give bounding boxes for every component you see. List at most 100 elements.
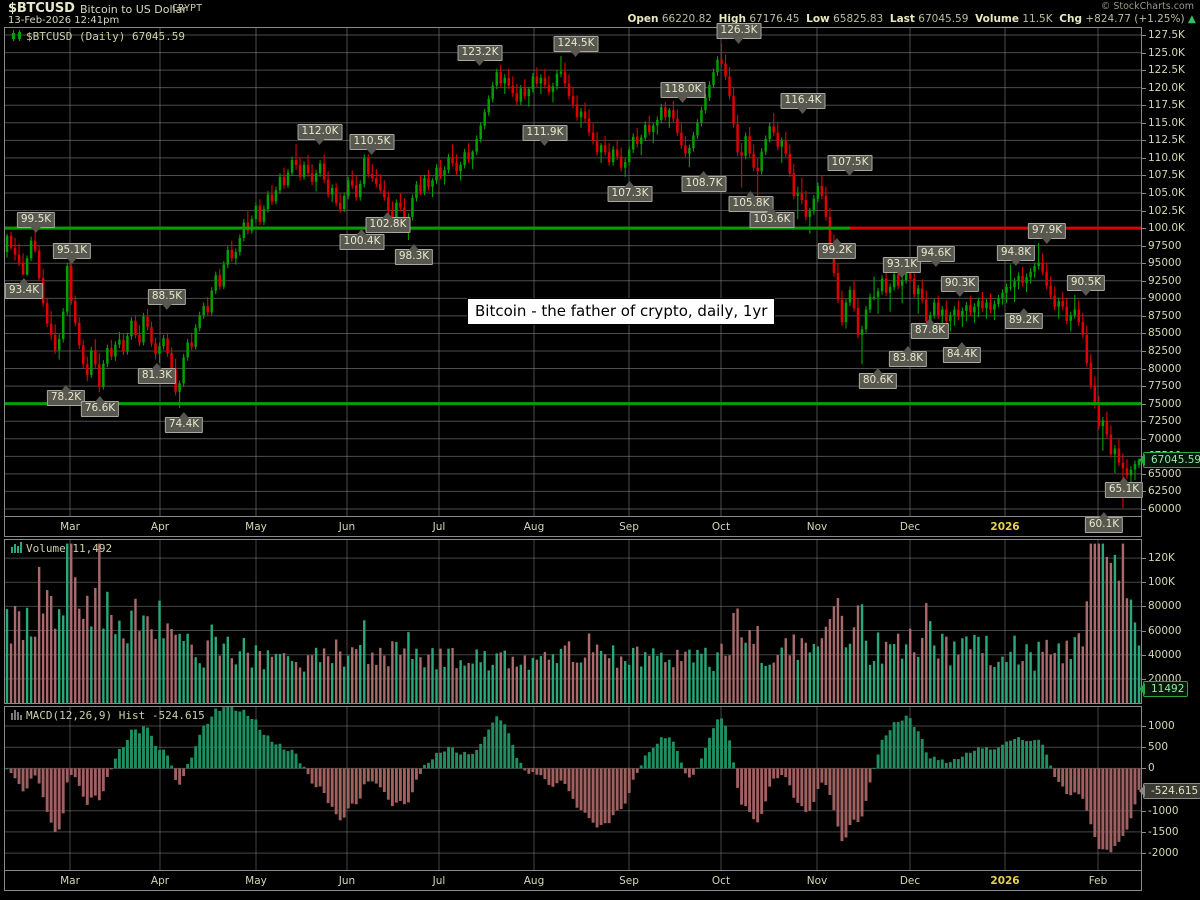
exchange-label: CRYPT [172, 3, 203, 14]
y-tick-mark [1142, 140, 1146, 142]
price-callout: 126.3K [716, 23, 762, 45]
price-callout: 95.1K [52, 242, 92, 264]
price-y-tick-label: 120.0K [1148, 81, 1185, 94]
price-callout: 87.8K [910, 317, 950, 339]
price-plot-area[interactable] [5, 28, 1141, 516]
price-y-tick-label: 122.5K [1148, 64, 1185, 77]
y-tick-mark [1142, 403, 1146, 405]
y-tick-mark [1142, 280, 1146, 282]
price-chart-panel[interactable]: $BTCUSD (Daily) 67045.59 Bitcoin - the f… [4, 23, 1144, 534]
x-tick-label: Oct [711, 521, 731, 533]
price-y-tick-label: 115.0K [1148, 116, 1185, 129]
y-tick-mark [1142, 263, 1146, 265]
price-callout: 97.9K [1027, 222, 1067, 244]
volume-plot-area[interactable] [5, 540, 1141, 703]
last-price-pill: 67045.59 [1143, 451, 1200, 468]
volume-y-axis: 120K 100K 80000 60000 40000 20000 11492 [1142, 539, 1200, 704]
price-y-tick-label: 107.5K [1148, 169, 1185, 182]
price-y-tick-label: 97500 [1148, 239, 1182, 252]
price-y-axis: 127.5K 125.0K 122.5K 120.0K 117.5K 115.0K 112.… [1142, 27, 1200, 517]
x-tick-label: 2026 [990, 875, 1020, 887]
volume-legend: Volume 11,492 [11, 542, 112, 556]
price-callout: 94.8K [996, 244, 1036, 266]
price-callout: 81.3K [137, 363, 177, 385]
macd-y-axis: 1000 500 0 -1000 -1500 -2000 -524.615 [1142, 706, 1200, 871]
price-y-tick-label: 62500 [1148, 485, 1182, 498]
macd-y-tick-label: 1000 [1148, 720, 1175, 733]
price-y-tick-label: 100.0K [1148, 222, 1185, 235]
y-tick-mark [1142, 368, 1146, 370]
price-callout: 108.7K [681, 171, 727, 193]
macd-legend: MACD(12,26,9) Hist -524.615 [11, 709, 205, 723]
y-tick-mark [1142, 726, 1146, 728]
y-tick-mark [1142, 438, 1146, 440]
y-tick-mark [1142, 810, 1146, 812]
price-callout: 98.3K [394, 244, 434, 266]
y-tick-mark [1142, 105, 1146, 107]
chart-text-annotation[interactable]: Bitcoin - the father of crypto, daily, 1… [467, 298, 776, 325]
price-y-tick-label: 82500 [1148, 344, 1182, 357]
y-tick-mark [1142, 678, 1146, 680]
price-callout: 112.0K [297, 123, 343, 145]
price-y-tick-label: 125.0K [1148, 46, 1185, 59]
price-callout: 89.2K [1004, 307, 1044, 329]
high-label: High [718, 13, 747, 25]
y-tick-mark [1142, 508, 1146, 510]
symbol-ticker[interactable]: $BTCUSD [8, 1, 75, 16]
candlestick-icon [11, 30, 23, 44]
x-tick-label: Oct [711, 875, 731, 887]
y-tick-mark [1142, 747, 1146, 749]
x-tick-label: May [245, 875, 267, 887]
macd-plot-area[interactable] [5, 707, 1141, 870]
price-y-tick-label: 80000 [1148, 362, 1182, 375]
x-tick-label: Jul [432, 875, 446, 887]
macd-y-tick-label: 0 [1148, 762, 1155, 775]
high-value: 67176.45 [749, 13, 800, 25]
volume-chart-panel[interactable]: Volume 11,492 [4, 539, 1142, 704]
y-tick-mark [1142, 52, 1146, 54]
price-callout: 123.2K [457, 45, 503, 67]
price-callout: 60.1K [1084, 512, 1124, 534]
price-legend-text: $BTCUSD (Daily) 67045.59 [26, 30, 185, 43]
volume-bars-icon [11, 542, 23, 556]
y-tick-mark [1142, 122, 1146, 124]
x-tick-label: Jul [432, 521, 446, 533]
price-callout: 93.1K [882, 256, 922, 278]
price-callout: 111.9K [522, 124, 568, 146]
y-tick-mark [1142, 473, 1146, 475]
price-callout: 94.6K [916, 246, 956, 268]
x-tick-label: Dec [899, 875, 921, 887]
price-callout: 107.3K [607, 180, 653, 202]
x-tick-label: Apr [150, 521, 170, 533]
y-tick-mark [1142, 350, 1146, 352]
price-y-tick-label: 72500 [1148, 415, 1182, 428]
price-y-tick-label: 87500 [1148, 309, 1182, 322]
y-tick-mark [1142, 853, 1146, 855]
x-tick-label: Aug [523, 521, 545, 533]
price-callout: 65.1K [1104, 477, 1144, 499]
price-callout: 103.6K [749, 206, 795, 228]
price-callout: 102.8K [365, 212, 411, 234]
x-tick-label: Feb [1088, 875, 1108, 887]
macd-y-tick-label: -1500 [1148, 825, 1179, 838]
price-y-tick-label: 65000 [1148, 467, 1182, 480]
y-tick-mark [1142, 87, 1146, 89]
x-tick-label: 2026 [990, 521, 1020, 533]
price-callout: 84.4K [942, 341, 982, 363]
y-tick-mark [1142, 630, 1146, 632]
y-tick-mark [1142, 768, 1146, 770]
y-tick-mark [1142, 245, 1146, 247]
low-value: 65825.83 [833, 13, 884, 25]
chg-up-arrow-icon: ▲ [1187, 13, 1196, 25]
price-callout: 88.5K [147, 288, 187, 310]
y-tick-mark [1142, 175, 1146, 177]
y-tick-mark [1142, 315, 1146, 317]
volume-legend-text: Volume 11,492 [26, 542, 113, 555]
price-callout: 116.4K [780, 92, 826, 114]
price-y-tick-label: 60000 [1148, 502, 1182, 515]
last-value: 67045.59 [918, 13, 969, 25]
macd-chart-panel[interactable]: MACD(12,26,9) Hist -524.615 [4, 706, 1142, 871]
open-value: 66220.82 [661, 13, 712, 25]
volume-y-tick-label: 40000 [1148, 648, 1182, 661]
